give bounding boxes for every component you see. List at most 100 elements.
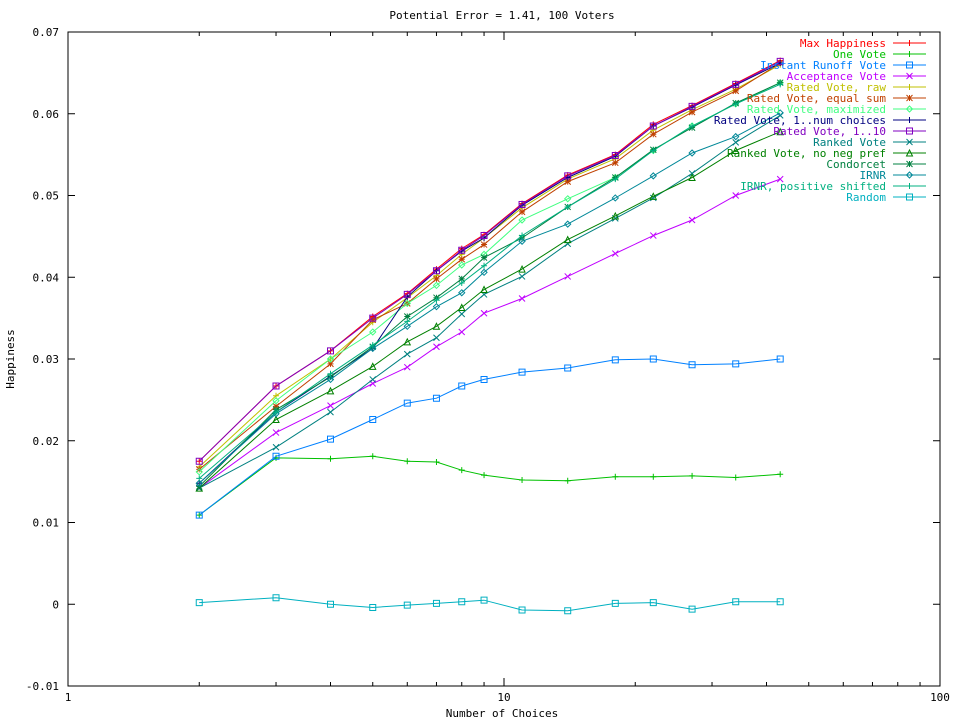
y-tick-label: 0.03 (33, 353, 60, 366)
y-tick-label: 0 (52, 598, 59, 611)
legend-label: Rated Vote, maximized (747, 103, 886, 116)
data-point-rated-vote-1-10 (732, 80, 740, 88)
data-point-ranked-vote (649, 194, 657, 202)
legend-item-rated-vote-maximized: Rated Vote, maximized (747, 103, 926, 116)
data-point-irnr (480, 268, 488, 277)
data-point-irnr (649, 172, 658, 180)
data-point-ranked-vote-no-neg-pref (326, 386, 335, 395)
data-point-ranked-vote-no-neg-pref (731, 146, 740, 155)
legend-item-rated-vote-raw: Rated Vote, raw (787, 81, 926, 94)
data-point-irnr (326, 375, 335, 384)
data-point-random (480, 596, 488, 604)
data-point-one-vote (458, 467, 465, 474)
legend-label: Rated Vote, equal sum (747, 92, 886, 105)
data-point-irnr-positive-shifted (327, 370, 334, 377)
data-point-instant-runoff-vote (688, 361, 696, 369)
data-point-ranked-vote (369, 376, 377, 383)
legend-item-instant-runoff-vote: Instant Runoff Vote (760, 59, 926, 72)
data-point-one-vote (612, 473, 619, 480)
data-point-rated-vote-1-10 (403, 290, 411, 298)
x-tick-label: 1 (65, 691, 72, 704)
data-point-acceptance-vote (564, 273, 572, 280)
legend-item-condorcet: Condorcet (826, 158, 926, 171)
data-point-acceptance-vote (480, 309, 488, 317)
data-point-rated-vote-maximized (369, 328, 377, 336)
legend-label: Max Happiness (800, 37, 886, 50)
data-point-random (458, 598, 466, 606)
data-point-ranked-vote-no-neg-pref (776, 127, 785, 136)
data-point-instant-runoff-vote (403, 399, 411, 407)
data-point-irnr-positive-shifted (481, 262, 488, 269)
data-point-ranked-vote-no-neg-pref (272, 415, 280, 423)
legend-swatch-marker (905, 148, 914, 157)
legend-swatch-marker (906, 193, 913, 201)
data-point-instant-runoff-vote (518, 368, 526, 376)
data-point-random (369, 604, 377, 612)
data-point-irnr-positive-shifted (689, 123, 696, 130)
data-point-rated-vote-equal-sum (688, 108, 696, 116)
data-point-irnr-positive-shifted (650, 147, 657, 154)
legend-item-ranked-vote-no-neg-pref: Ranked Vote, no neg pref (727, 147, 926, 160)
data-point-rated-vote-1-10 (564, 172, 572, 180)
data-point-irnr-positive-shifted (519, 232, 526, 239)
legend-item-one-vote: One Vote (833, 48, 926, 61)
data-point-random (776, 598, 784, 606)
data-point-ranked-vote (433, 334, 440, 342)
data-point-instant-runoff-vote (776, 355, 784, 363)
y-tick-label: 0.07 (33, 26, 60, 39)
data-point-rated-vote-1-num-choices (777, 60, 784, 67)
legend-label: Rated Vote, 1..num choices (714, 114, 886, 127)
data-point-rated-vote-1-10 (272, 382, 280, 390)
data-point-rated-vote-1-10 (195, 457, 203, 465)
legend-label: Rated Vote, 1..10 (773, 125, 886, 138)
data-point-irnr-positive-shifted (458, 279, 465, 286)
data-point-rated-vote-equal-sum (327, 360, 334, 368)
series-one-vote (196, 453, 784, 519)
y-tick-label: 0.01 (33, 517, 60, 530)
data-point-rated-vote-equal-sum (433, 275, 440, 283)
data-point-ranked-vote-no-neg-pref (688, 173, 696, 182)
y-axis-label: Happiness (4, 329, 17, 389)
series-lines (195, 57, 785, 615)
data-point-rated-vote-maximized (432, 281, 441, 290)
legend-swatch-marker (906, 127, 913, 135)
data-point-random (326, 600, 334, 608)
data-point-condorcet (480, 254, 488, 261)
data-point-ranked-vote-no-neg-pref (518, 264, 526, 273)
data-point-ranked-vote-no-neg-pref (480, 285, 488, 294)
data-point-acceptance-vote (732, 192, 740, 199)
legend-item-rated-vote-1-10: Rated Vote, 1..10 (773, 125, 926, 138)
data-point-instant-runoff-vote (732, 360, 740, 368)
data-point-rated-vote-equal-sum (272, 403, 280, 410)
data-point-rated-vote-1-10 (458, 246, 466, 254)
data-point-acceptance-vote (433, 343, 440, 351)
data-point-instant-runoff-vote (564, 364, 572, 372)
series-irnr-positive-shifted (196, 81, 784, 482)
data-point-random (688, 605, 696, 613)
series-line-irnr (198, 112, 781, 484)
legend-item-max-happiness: Max Happiness (800, 37, 926, 50)
data-point-rated-vote-equal-sum (518, 208, 526, 216)
series-random (195, 594, 784, 615)
data-point-rated-vote-1-10 (776, 57, 784, 65)
data-point-random (518, 606, 526, 614)
data-point-instant-runoff-vote (326, 435, 334, 443)
data-point-rated-vote-1-10 (688, 102, 696, 110)
legend-label: Ranked Vote, no neg pref (727, 147, 886, 160)
data-point-irnr (272, 410, 280, 418)
data-point-acceptance-vote (272, 429, 280, 436)
legend-swatch-marker (905, 171, 914, 179)
data-point-instant-runoff-vote (369, 415, 377, 423)
data-point-acceptance-vote (776, 175, 784, 183)
data-point-irnr (403, 322, 411, 331)
data-point-instant-runoff-vote (432, 394, 440, 402)
data-point-irnr-positive-shifted (196, 475, 203, 482)
data-point-random (195, 599, 203, 607)
series-line-ranked-vote-no-neg-pref (198, 131, 781, 489)
data-point-instant-runoff-vote (195, 511, 203, 519)
data-point-one-vote (369, 453, 376, 460)
data-point-one-vote (433, 459, 440, 466)
data-point-acceptance-vote (403, 363, 411, 371)
legend-label: IRNR (860, 169, 887, 182)
data-point-rated-vote-equal-sum (458, 255, 466, 263)
